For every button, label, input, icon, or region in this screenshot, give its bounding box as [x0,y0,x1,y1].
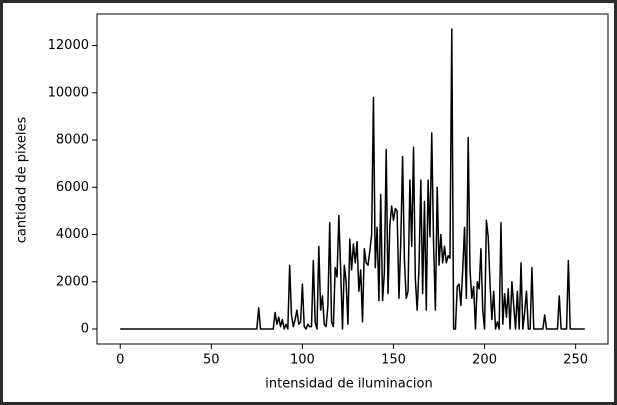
y-tick-label: 8000 [56,133,89,148]
y-tick-label: 0 [81,322,89,337]
y-tick-label: 2000 [56,274,89,289]
y-axis-label: cantidad de pixeles [15,116,30,243]
y-tick-label: 6000 [56,180,89,195]
y-tick-label: 10000 [48,85,89,100]
x-tick-label: 100 [290,353,315,368]
line [120,28,585,330]
x-tick-label: 200 [472,353,497,368]
x-axis-label: intensidad de iluminacion [265,377,432,392]
y-tick-label: 12000 [48,38,89,53]
x-tick-label: 0 [116,353,124,368]
x-tick-label: 250 [563,353,588,368]
x-tick-label: 150 [381,353,406,368]
y-tick-label: 4000 [56,227,89,242]
plot-frame [96,13,609,345]
x-tick-label: 50 [203,353,220,368]
